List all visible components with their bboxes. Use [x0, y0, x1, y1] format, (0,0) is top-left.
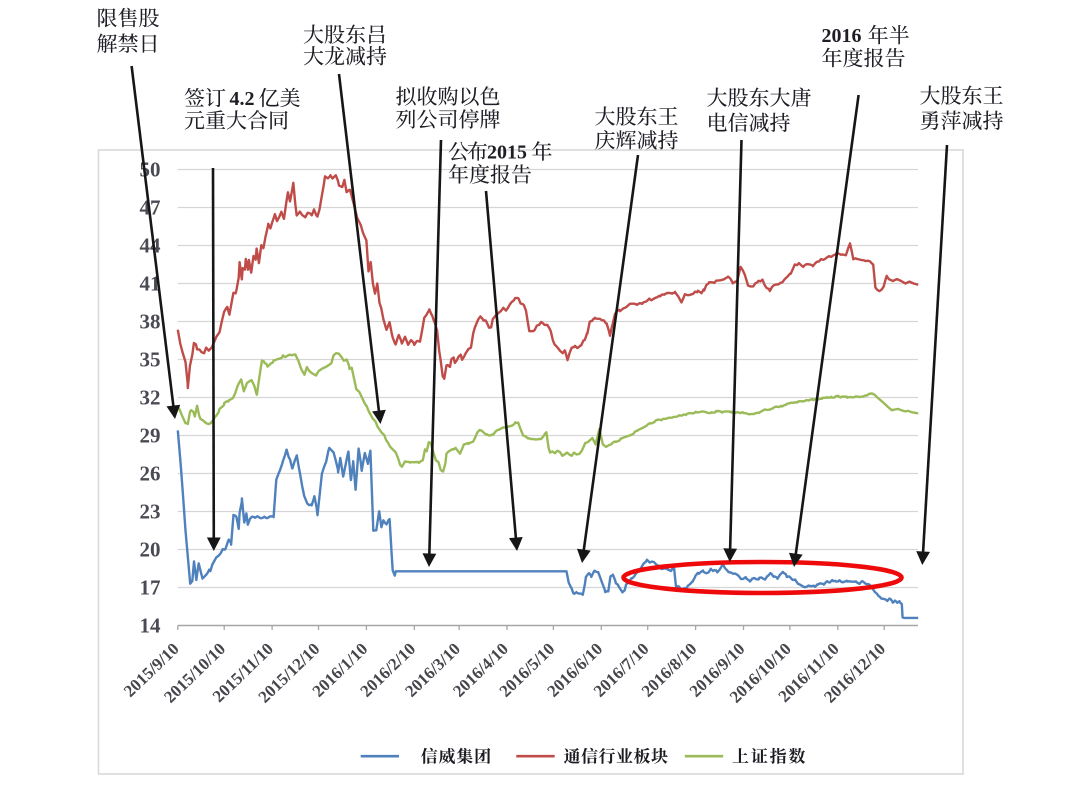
- svg-text:35: 35: [140, 348, 161, 372]
- svg-text:32: 32: [140, 386, 161, 410]
- svg-text:14: 14: [140, 614, 162, 638]
- svg-text:41: 41: [140, 272, 161, 296]
- svg-text:44: 44: [140, 234, 162, 258]
- svg-text:23: 23: [140, 500, 161, 524]
- svg-text:17: 17: [140, 576, 161, 600]
- svg-text:2016: 2016: [822, 25, 862, 47]
- svg-text:4.2: 4.2: [230, 88, 255, 110]
- svg-text:38: 38: [140, 310, 161, 334]
- svg-text:20: 20: [140, 538, 161, 562]
- svg-text:26: 26: [140, 462, 161, 486]
- svg-text:2015: 2015: [487, 142, 527, 164]
- svg-text:29: 29: [140, 424, 161, 448]
